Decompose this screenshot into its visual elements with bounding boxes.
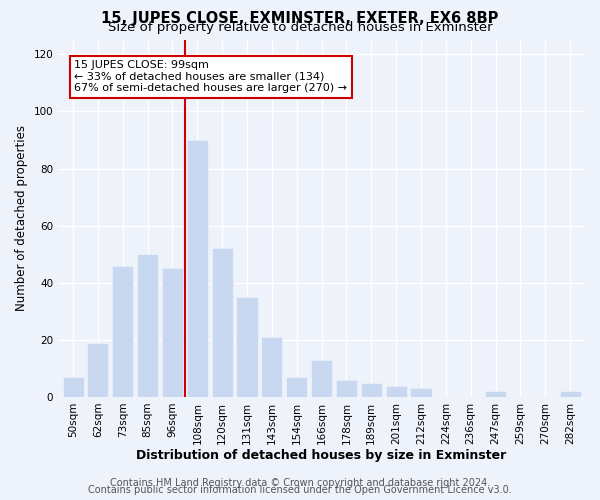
Bar [137, 254, 158, 397]
Bar [410, 388, 431, 397]
Bar [88, 342, 109, 397]
Text: Size of property relative to detached houses in Exminster: Size of property relative to detached ho… [107, 22, 493, 35]
X-axis label: Distribution of detached houses by size in Exminster: Distribution of detached houses by size … [136, 450, 507, 462]
Text: 15 JUPES CLOSE: 99sqm
← 33% of detached houses are smaller (134)
67% of semi-det: 15 JUPES CLOSE: 99sqm ← 33% of detached … [74, 60, 347, 93]
Text: Contains HM Land Registry data © Crown copyright and database right 2024.: Contains HM Land Registry data © Crown c… [110, 478, 490, 488]
Bar [386, 386, 407, 397]
Bar [112, 266, 133, 397]
Text: 15, JUPES CLOSE, EXMINSTER, EXETER, EX6 8BP: 15, JUPES CLOSE, EXMINSTER, EXETER, EX6 … [101, 11, 499, 26]
Bar [187, 140, 208, 397]
Bar [62, 377, 83, 397]
Bar [311, 360, 332, 397]
Bar [361, 382, 382, 397]
Bar [236, 297, 257, 397]
Y-axis label: Number of detached properties: Number of detached properties [15, 126, 28, 312]
Bar [162, 268, 183, 397]
Text: Contains public sector information licensed under the Open Government Licence v3: Contains public sector information licen… [88, 485, 512, 495]
Bar [286, 377, 307, 397]
Bar [262, 337, 283, 397]
Bar [336, 380, 357, 397]
Bar [212, 248, 233, 397]
Bar [485, 391, 506, 397]
Bar [560, 391, 581, 397]
